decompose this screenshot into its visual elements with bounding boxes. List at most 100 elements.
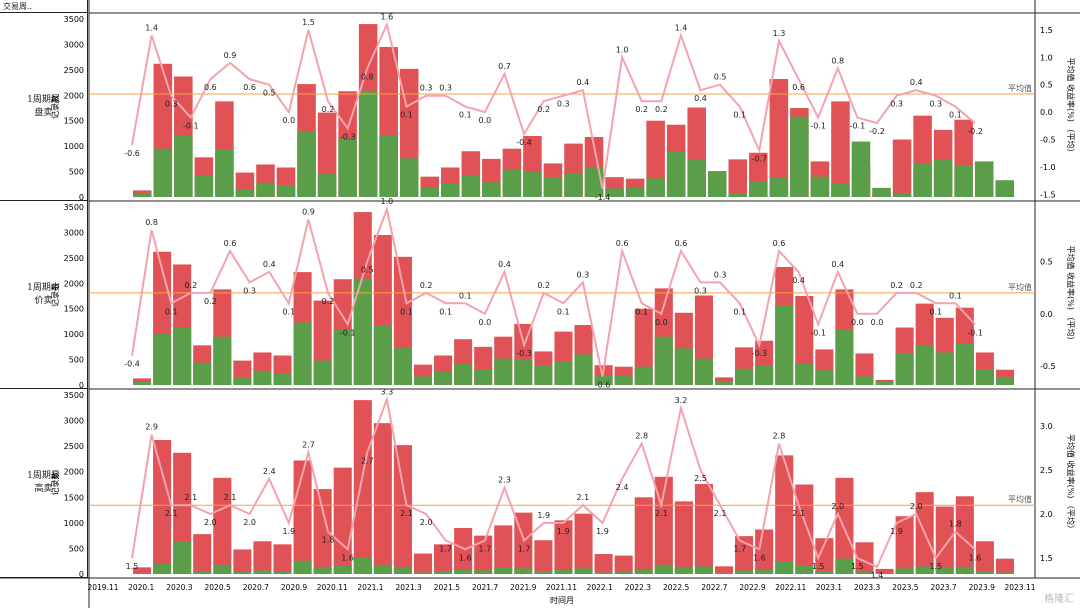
left-tick-label: 0 bbox=[79, 193, 84, 202]
bar-green bbox=[835, 330, 854, 385]
left-tick-label: 2000 bbox=[64, 91, 84, 100]
line-data-label: 2.5 bbox=[694, 474, 707, 483]
bar-green bbox=[614, 375, 633, 385]
line-data-label: 2.9 bbox=[145, 423, 158, 432]
x-tick-label: 2022.5 bbox=[663, 583, 689, 592]
bar-green bbox=[594, 572, 613, 574]
x-tick-label: 2022.11 bbox=[775, 583, 806, 592]
right-tick-label: 0.0 bbox=[1040, 310, 1053, 319]
bar-green bbox=[256, 182, 275, 197]
line-data-label: -0.2 bbox=[869, 127, 885, 136]
right-tick-label: 1.5 bbox=[1040, 26, 1053, 35]
line-data-label: -0.4 bbox=[516, 138, 532, 147]
line-data-label: 0.1 bbox=[459, 111, 472, 120]
bar-total bbox=[795, 484, 814, 574]
bar-green bbox=[441, 183, 460, 197]
line-data-label: 0.2 bbox=[184, 281, 197, 290]
x-axis-label: 时间月 bbox=[550, 595, 574, 605]
bar-green bbox=[935, 567, 954, 574]
line-data-label: 3.2 bbox=[675, 396, 688, 405]
line-data-label: 2.1 bbox=[224, 493, 237, 502]
bar-green bbox=[755, 569, 774, 574]
line-data-label: -0.1 bbox=[967, 328, 983, 337]
bar-green bbox=[482, 182, 501, 197]
line-data-label: 1.6 bbox=[969, 553, 982, 562]
line-data-label: 0.3 bbox=[694, 286, 707, 295]
line-data-label: 0.3 bbox=[420, 84, 433, 93]
x-tick-label: 2021.5 bbox=[434, 583, 460, 592]
line-data-label: 0.0 bbox=[871, 318, 884, 327]
bar-green bbox=[373, 564, 392, 574]
bar-green bbox=[233, 571, 252, 574]
left-tick-label: 2000 bbox=[64, 279, 84, 288]
line-data-label: 0.6 bbox=[204, 83, 217, 92]
line-data-label: 1.5 bbox=[812, 562, 825, 571]
line-data-label: 1.9 bbox=[890, 527, 903, 536]
bar-green bbox=[654, 564, 673, 574]
bar-green bbox=[674, 566, 693, 574]
line-data-label: 0.4 bbox=[792, 276, 805, 285]
bar-green bbox=[707, 171, 727, 197]
line-data-label: 1.4 bbox=[675, 23, 688, 32]
left-axis-label: 记录数 bbox=[50, 283, 60, 307]
line-data-label: 0.7 bbox=[498, 62, 511, 71]
line-data-label: 0.2 bbox=[322, 105, 335, 114]
right-tick-label: -1.5 bbox=[1040, 190, 1056, 199]
bar-green bbox=[313, 360, 332, 385]
bar-green bbox=[975, 369, 994, 385]
bar-green bbox=[815, 370, 834, 385]
bar-green bbox=[358, 90, 378, 197]
bar-green bbox=[913, 162, 932, 197]
left-tick-label: 2500 bbox=[64, 442, 84, 451]
line-data-label: 0.3 bbox=[714, 270, 727, 279]
bar-green bbox=[434, 570, 453, 574]
bar-green bbox=[605, 188, 624, 197]
bar-total bbox=[313, 489, 332, 574]
line-data-label: -0.4 bbox=[124, 360, 140, 369]
line-data-label: 0.2 bbox=[635, 105, 648, 114]
x-tick-label: 2023.3 bbox=[854, 583, 880, 592]
bar-green bbox=[399, 158, 419, 197]
bar-green bbox=[594, 375, 613, 385]
bar-green bbox=[875, 572, 894, 574]
bar-green bbox=[338, 138, 357, 197]
bar-green bbox=[313, 567, 332, 574]
bar-green bbox=[194, 175, 214, 197]
left-axis-label: 记录数 bbox=[50, 95, 60, 119]
line-data-label: 1.5 bbox=[126, 562, 139, 571]
bar-total bbox=[975, 541, 994, 574]
left-tick-label: 3500 bbox=[64, 15, 84, 24]
line-data-label: 0.1 bbox=[400, 307, 413, 316]
bar-green bbox=[253, 370, 272, 385]
line-data-label: 0.2 bbox=[655, 105, 668, 114]
left-tick-label: 1000 bbox=[64, 142, 84, 151]
left-tick-label: 1000 bbox=[64, 519, 84, 528]
bar-green bbox=[413, 572, 433, 574]
bar-total bbox=[735, 536, 754, 574]
bar-total bbox=[133, 567, 152, 574]
line-series bbox=[131, 205, 976, 377]
bar-green bbox=[694, 566, 713, 574]
bar-green bbox=[935, 352, 954, 385]
bar-green bbox=[895, 352, 914, 385]
left-tick-label: 1500 bbox=[64, 117, 84, 126]
bar-green bbox=[714, 381, 734, 385]
line-data-label: 1.7 bbox=[518, 544, 531, 553]
line-data-label: -0.3 bbox=[340, 133, 356, 142]
bar-total bbox=[393, 445, 412, 574]
line-data-label: 0.1 bbox=[949, 111, 962, 120]
bar-green bbox=[213, 336, 232, 385]
line-data-label: 2.0 bbox=[831, 502, 844, 511]
bar-total bbox=[769, 79, 789, 197]
bar-green bbox=[235, 189, 255, 197]
line-data-label: 2.1 bbox=[400, 509, 413, 518]
bar-green bbox=[855, 376, 874, 385]
line-data-label: 0.1 bbox=[439, 307, 452, 316]
line-data-label: -0.7 bbox=[752, 154, 768, 163]
left-tick-label: 1000 bbox=[64, 330, 84, 339]
x-tick-label: 2020.3 bbox=[166, 583, 192, 592]
line-data-label: 2.0 bbox=[204, 518, 217, 527]
bar-green bbox=[810, 176, 830, 197]
left-tick-label: 3500 bbox=[64, 391, 84, 400]
bar-green bbox=[273, 373, 292, 385]
